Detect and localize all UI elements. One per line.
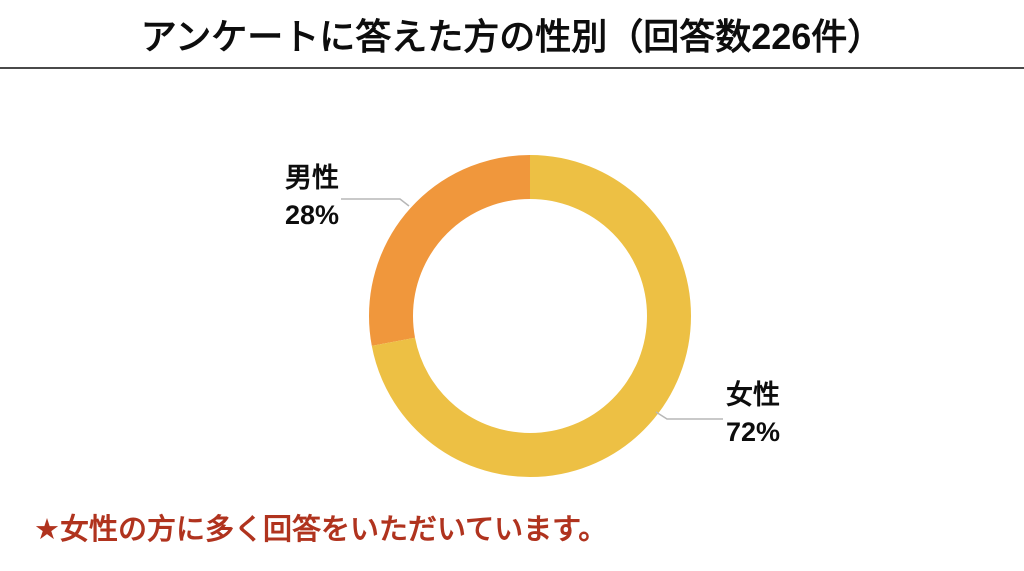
label-male: 男性 28% [279,160,345,234]
label-male-value: 28% [284,200,340,230]
leader-line-male [341,198,410,207]
note-text: ★女性の方に多く回答をいただいています。 [34,514,608,546]
leader-line-female [655,411,723,420]
label-female-name: 女性 [726,380,780,410]
title-divider [0,67,1024,69]
label-male-name: 男性 [285,163,339,193]
donut-segment-female [369,155,691,477]
label-female: 女性 72% [726,377,780,451]
page-title: アンケートに答えた方の性別（回答数226件） [140,16,884,57]
label-female-value: 72% [726,417,781,447]
